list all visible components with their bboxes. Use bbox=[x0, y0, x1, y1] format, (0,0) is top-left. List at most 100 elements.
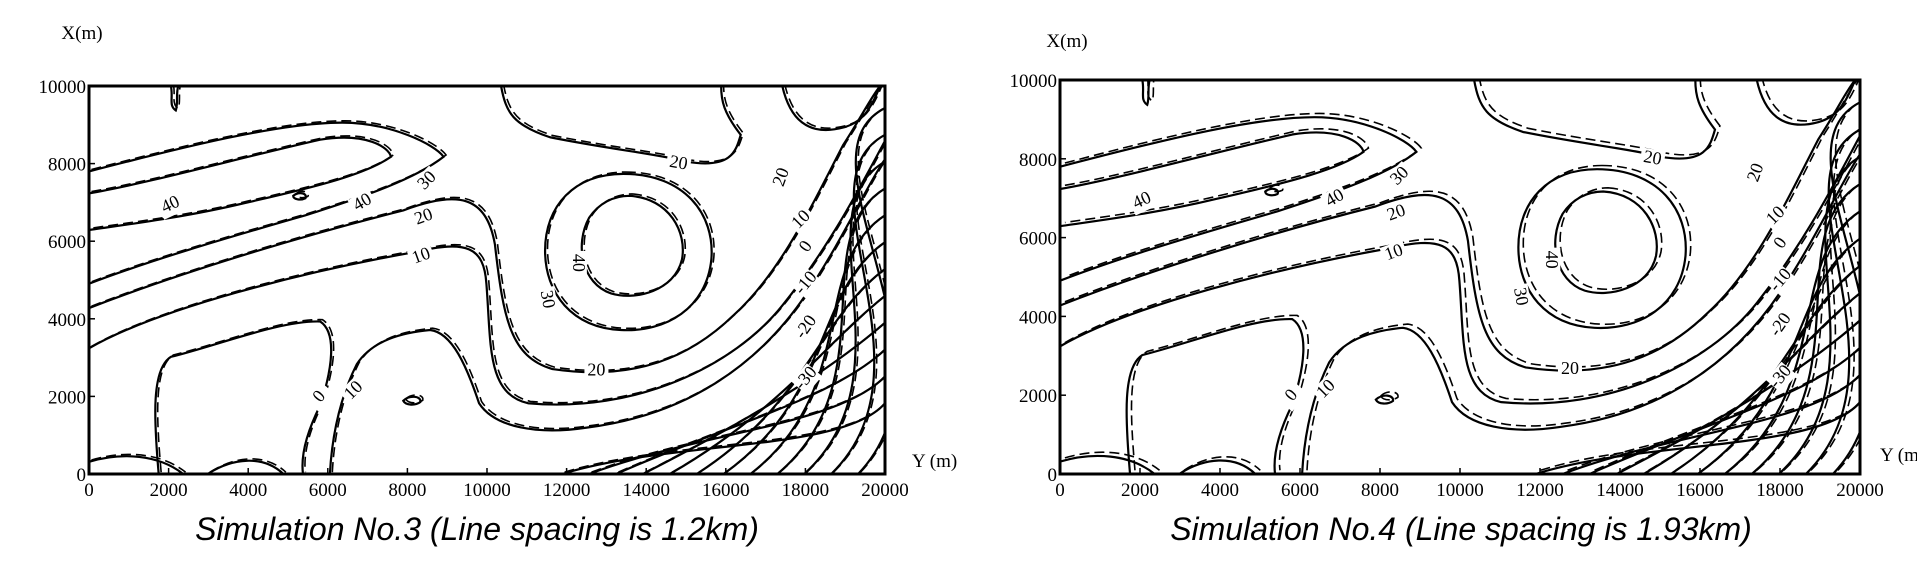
contour-line-dashed bbox=[91, 139, 887, 403]
contour-line bbox=[293, 193, 306, 199]
contour-line-dashed bbox=[158, 320, 334, 473]
contour-label: 30 bbox=[537, 289, 560, 310]
y-tick-label: 6000 bbox=[1019, 229, 1057, 250]
contour-line bbox=[1376, 396, 1393, 404]
x-tick-label: 6000 bbox=[309, 480, 347, 501]
contour-line bbox=[1060, 133, 1364, 227]
x-tick-label: 8000 bbox=[1361, 480, 1399, 501]
x-tick-label: 16000 bbox=[702, 480, 750, 501]
contour-line bbox=[1142, 80, 1149, 105]
x-tick-label: 20000 bbox=[1836, 480, 1884, 501]
x-axis-label: Y (m) bbox=[912, 451, 957, 472]
contour-line bbox=[1757, 80, 1855, 125]
contour-line-dashed bbox=[1784, 153, 1865, 470]
contour-line bbox=[750, 215, 885, 474]
contour-label: -10 bbox=[790, 267, 821, 298]
contour-label: 30 bbox=[413, 166, 440, 193]
contour-line-dashed bbox=[1622, 317, 1865, 471]
contour-line bbox=[1806, 130, 1860, 474]
contour-line bbox=[89, 138, 391, 230]
contour-line bbox=[1060, 456, 1155, 474]
contour-line-dashed bbox=[91, 136, 393, 228]
contour-line-dashed bbox=[1811, 126, 1865, 470]
contour-label: 30 bbox=[1386, 162, 1413, 189]
x-tick-label: 6000 bbox=[1281, 480, 1319, 501]
contour-line bbox=[589, 376, 885, 474]
contour-line-dashed bbox=[406, 395, 423, 403]
contour-line bbox=[1563, 375, 1860, 474]
contour-line-dashed bbox=[1703, 235, 1865, 470]
contour-label-bg bbox=[1319, 184, 1351, 214]
contour-line bbox=[1536, 402, 1860, 474]
contour-line-dashed bbox=[1730, 208, 1865, 471]
contour-line-dashed bbox=[173, 84, 180, 108]
contour-line bbox=[1060, 117, 1416, 281]
contour-line bbox=[831, 135, 885, 474]
contour-label: 20 bbox=[768, 165, 793, 189]
contour-line-dashed bbox=[780, 187, 888, 473]
contour-label-bg bbox=[1507, 283, 1532, 311]
contour-label-bg bbox=[412, 165, 444, 197]
contour-line-dashed bbox=[592, 375, 888, 473]
contour-line bbox=[804, 162, 885, 474]
contour-line-dashed bbox=[645, 321, 887, 472]
contour-line-dashed bbox=[1270, 185, 1283, 191]
contour-line-dashed bbox=[296, 191, 309, 197]
contour-label-bg bbox=[1766, 227, 1797, 260]
contour-line-dashed bbox=[1676, 262, 1865, 470]
y-tick-label: 4000 bbox=[1019, 307, 1057, 328]
x-tick-label: 12000 bbox=[1516, 480, 1564, 501]
contour-line-dashed bbox=[1065, 113, 1421, 277]
contour-label: 20 bbox=[1743, 160, 1768, 184]
contour-line-dashed bbox=[1381, 392, 1398, 400]
contour-line-dashed bbox=[1757, 180, 1865, 470]
contour-line-dashed bbox=[504, 84, 744, 161]
contour-line-dashed bbox=[1065, 129, 1369, 223]
contour-line bbox=[89, 141, 885, 405]
contour-line-dashed bbox=[1131, 315, 1308, 470]
contour-line bbox=[1060, 136, 1860, 404]
contour-label-bg bbox=[1760, 200, 1792, 232]
contour-label-bg bbox=[155, 191, 187, 220]
contours bbox=[1060, 76, 1875, 474]
contour-label: 20 bbox=[587, 360, 605, 380]
y-tick-label: 8000 bbox=[1019, 150, 1057, 171]
contour-line bbox=[1779, 157, 1860, 474]
x-tick-label: 10000 bbox=[1436, 480, 1484, 501]
contour-line-dashed bbox=[1147, 76, 1154, 101]
chart-title: Simulation No.3 (Line spacing is 1.2km) bbox=[195, 511, 759, 547]
contour-label-bg bbox=[347, 188, 379, 218]
contour-label-bg bbox=[1765, 265, 1797, 297]
contour-line bbox=[1474, 80, 1715, 159]
y-tick-label: 6000 bbox=[48, 232, 86, 253]
contour-line bbox=[89, 123, 444, 284]
contour-label-bg bbox=[768, 162, 796, 193]
x-tick-label: 0 bbox=[1055, 480, 1065, 501]
contour-line bbox=[171, 86, 178, 110]
contour-line bbox=[777, 188, 885, 474]
contour-line bbox=[501, 86, 741, 163]
contour-line-dashed bbox=[1523, 165, 1690, 324]
contour-label-bg bbox=[534, 285, 559, 314]
x-tick-label: 20000 bbox=[861, 480, 909, 501]
contour-label-bg bbox=[1765, 361, 1797, 393]
y-axis-label: X(m) bbox=[61, 23, 102, 44]
contour-label-bg bbox=[791, 363, 823, 395]
x-tick-label: 4000 bbox=[229, 480, 267, 501]
y-tick-label: 2000 bbox=[1019, 386, 1057, 407]
contour-line bbox=[1127, 319, 1304, 474]
contour-label-bg bbox=[406, 243, 437, 271]
y-tick-label: 4000 bbox=[48, 310, 86, 331]
contour-line-dashed bbox=[1479, 76, 1720, 155]
contour-label: 10 bbox=[1382, 239, 1406, 264]
contour-label: -20 bbox=[790, 311, 820, 342]
contour-label-bg bbox=[786, 204, 818, 236]
contour-label: 40 bbox=[569, 254, 589, 272]
contour-line bbox=[1555, 192, 1657, 293]
x-tick-label: 2000 bbox=[1121, 480, 1159, 501]
y-tick-label: 8000 bbox=[48, 155, 86, 176]
contour-line bbox=[856, 108, 896, 474]
contour-line bbox=[1725, 211, 1860, 474]
